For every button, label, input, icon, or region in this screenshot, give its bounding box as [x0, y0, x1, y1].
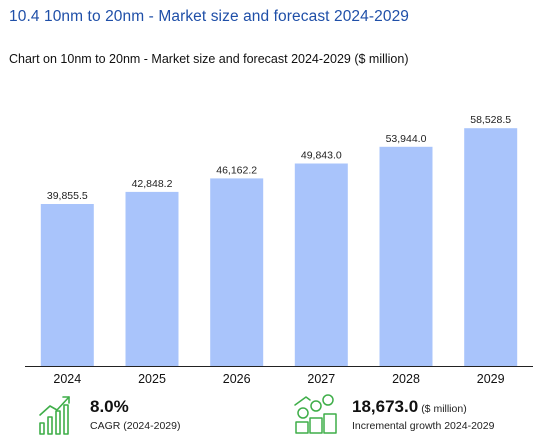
x-tick-label-2028: 2028 — [392, 372, 420, 386]
x-tick-label-2026: 2026 — [223, 372, 251, 386]
data-label-2024: 39,855.5 — [47, 190, 88, 202]
incremental-growth-value: 18,673.0 — [352, 397, 419, 416]
cagr-caption: CAGR (2024-2029) — [90, 420, 181, 432]
cagr-stat: 8.0% CAGR (2024-2029) — [90, 397, 180, 432]
bar-2029 — [464, 128, 518, 366]
cagr-value: 8.0% — [90, 397, 129, 416]
data-label-2026: 46,162.2 — [216, 164, 257, 176]
page-title: 10.4 10nm to 20nm - Market size and fore… — [9, 8, 410, 25]
bar-2026 — [210, 178, 264, 366]
x-tick-label-2027: 2027 — [307, 372, 335, 386]
incremental-growth-stat: 18,673.0 ($ million) Incremental growth 2… — [352, 397, 494, 432]
x-tick-label-2029: 2029 — [477, 372, 505, 386]
chart-title: Chart on 10nm to 20nm - Market size and … — [9, 52, 409, 66]
data-label-2025: 42,848.2 — [132, 178, 173, 190]
x-tick-label-2024: 2024 — [53, 372, 81, 386]
bar-2028 — [379, 146, 433, 366]
bar-2025 — [125, 191, 179, 366]
money-growth-icon — [294, 394, 337, 434]
data-label-2027: 49,843.0 — [301, 150, 342, 162]
x-tick-label-2025: 2025 — [138, 372, 166, 386]
data-label-2029: 58,528.5 — [470, 114, 511, 126]
bar-2027 — [294, 163, 348, 366]
incremental-growth-caption: Incremental growth 2024-2029 — [352, 420, 495, 432]
data-label-2028: 53,944.0 — [386, 133, 427, 145]
growth-chart-icon — [39, 396, 70, 435]
bar-2024 — [40, 204, 94, 366]
incremental-growth-unit: ($ million) — [421, 403, 467, 415]
